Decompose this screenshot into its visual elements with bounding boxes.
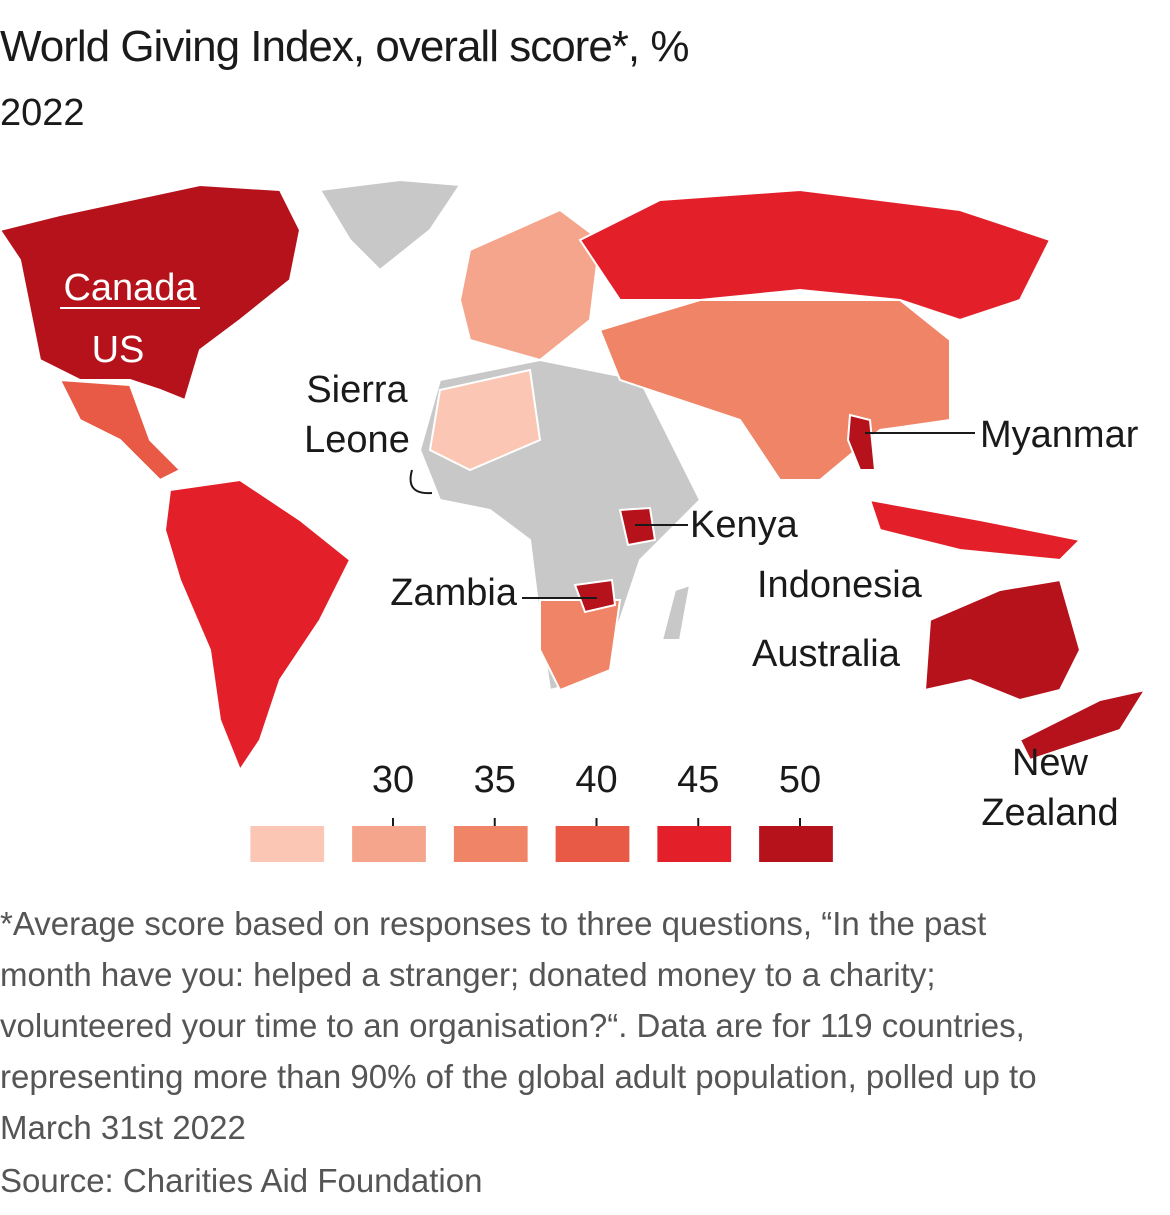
country-label: Myanmar bbox=[980, 414, 1139, 456]
legend-tick-label: 45 bbox=[677, 759, 719, 801]
legend-tick-label: 40 bbox=[575, 759, 617, 801]
zambia bbox=[573, 578, 617, 614]
legend-swatch bbox=[555, 826, 630, 862]
russia bbox=[578, 188, 1052, 322]
legend-swatch bbox=[453, 826, 528, 862]
legend-tick-label: 35 bbox=[474, 759, 516, 801]
country-label: Sierra bbox=[306, 369, 408, 411]
country-label: Zambia bbox=[390, 572, 518, 614]
leaders bbox=[60, 307, 975, 599]
myanmar bbox=[846, 413, 877, 471]
south-america bbox=[163, 478, 352, 773]
legend-swatch bbox=[657, 826, 732, 862]
country-label: Leone bbox=[304, 419, 410, 461]
new-zealand bbox=[1018, 688, 1148, 762]
country-label: Indonesia bbox=[757, 564, 923, 606]
madagascar bbox=[660, 583, 692, 641]
greenland bbox=[318, 178, 462, 272]
north-america bbox=[0, 183, 302, 402]
source: Source: Charities Aid Foundation bbox=[0, 1162, 483, 1199]
country-label: US bbox=[92, 329, 145, 371]
map: Canada US Sierra Leone Myanmar Kenya Indonesia… bbox=[0, 178, 1148, 862]
country-label: Canada bbox=[63, 267, 197, 309]
countries bbox=[0, 178, 1148, 773]
country-label: Zealand bbox=[981, 792, 1118, 834]
country-label: Australia bbox=[752, 633, 901, 675]
kenya bbox=[618, 506, 657, 547]
europe bbox=[458, 208, 602, 362]
australia bbox=[923, 578, 1082, 702]
legend-tick-label: 30 bbox=[372, 759, 414, 801]
legend-swatch bbox=[352, 826, 426, 862]
legend-tick-label: 50 bbox=[779, 759, 821, 801]
legend-swatch bbox=[250, 826, 325, 862]
footnote: *Average score based on responses to thr… bbox=[0, 905, 1037, 1146]
southeast-asia bbox=[868, 498, 1083, 562]
north-africa bbox=[428, 368, 542, 472]
central-america bbox=[58, 378, 182, 482]
title: World Giving Index, overall score*, % bbox=[0, 22, 689, 71]
country-label: Kenya bbox=[690, 504, 799, 546]
leader bbox=[409, 469, 433, 495]
legend-swatch bbox=[759, 826, 833, 862]
subtitle: 2022 bbox=[0, 92, 85, 134]
country-label: New bbox=[1012, 742, 1089, 784]
